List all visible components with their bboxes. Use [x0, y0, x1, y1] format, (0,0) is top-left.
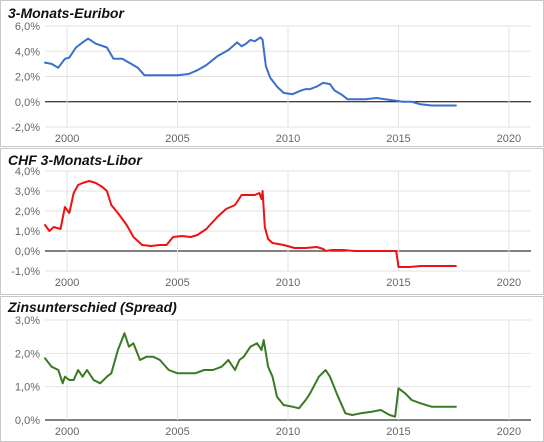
spread-y-tick-label: 3,0%: [15, 315, 40, 327]
chf-libor-y-tick-label: -1,0%: [11, 266, 40, 278]
chf-libor-panel: CHF 3-Monats-Libor -1,0% 0,0% 1,0% 2,0% 3,0% 4…: [0, 148, 544, 295]
chf-libor-x-tick-label: 2005: [165, 277, 189, 289]
euribor-y-tick-label: 0,0%: [15, 97, 40, 109]
euribor-x-tick-label: 2000: [55, 133, 79, 145]
euribor-title: 3-Monats-Euribor: [8, 5, 125, 21]
spread-x-tick-label: 2005: [165, 426, 189, 438]
chf-libor-series-line: [44, 180, 457, 268]
chf-libor-x-tick-label: 2010: [276, 277, 300, 289]
spread-title: Zinsunterschied (Spread): [7, 299, 177, 315]
euribor-y-tick-label: -2,0%: [11, 122, 40, 134]
spread-y-tick-label: 0,0%: [15, 415, 40, 427]
spread-x-tick-label: 2020: [497, 426, 521, 438]
chf-libor-title: CHF 3-Monats-Libor: [8, 152, 143, 168]
chf-libor-y-tick-label: 1,0%: [15, 226, 40, 238]
euribor-panel-frame: [0, 0, 544, 147]
spread-series-line: [44, 332, 457, 418]
spread-y-tick-label: 2,0%: [15, 348, 40, 360]
euribor-x-tick-label: 2015: [386, 133, 410, 145]
euribor-y-tick-label: 4,0%: [15, 46, 40, 58]
chf-libor-x-tick-label: 2015: [386, 277, 410, 289]
euribor-series-line: [44, 36, 457, 107]
spread-x-tick-label: 2010: [276, 426, 300, 438]
chf-libor-y-tick-label: 4,0%: [15, 166, 40, 178]
chf-libor-y-tick-label: 3,0%: [15, 186, 40, 198]
chf-libor-y-tick-label: 2,0%: [15, 206, 40, 218]
chf-libor-x-tick-label: 2000: [55, 277, 79, 289]
chf-libor-y-tick-label: 0,0%: [15, 246, 40, 258]
spread-y-tick-label: 1,0%: [15, 382, 40, 394]
spread-panel: Zinsunterschied (Spread) 0,0% 1,0% 2,0% 3,0%…: [0, 296, 544, 442]
chf-libor-x-tick-label: 2020: [497, 277, 521, 289]
chf-libor-panel-frame: [0, 148, 544, 295]
euribor-x-tick-label: 2010: [276, 133, 300, 145]
spread-panel-frame: [0, 296, 544, 442]
euribor-x-tick-label: 2005: [165, 133, 189, 145]
euribor-x-tick-label: 2020: [497, 133, 521, 145]
euribor-panel: 3-Monats-Euribor -2,0% 0,0% 2,0% 4,0% 6,0% 200…: [0, 0, 544, 147]
spread-x-tick-label: 2015: [386, 426, 410, 438]
euribor-y-tick-label: 2,0%: [15, 72, 40, 84]
euribor-y-tick-label: 6,0%: [15, 21, 40, 33]
spread-x-tick-label: 2000: [55, 426, 79, 438]
